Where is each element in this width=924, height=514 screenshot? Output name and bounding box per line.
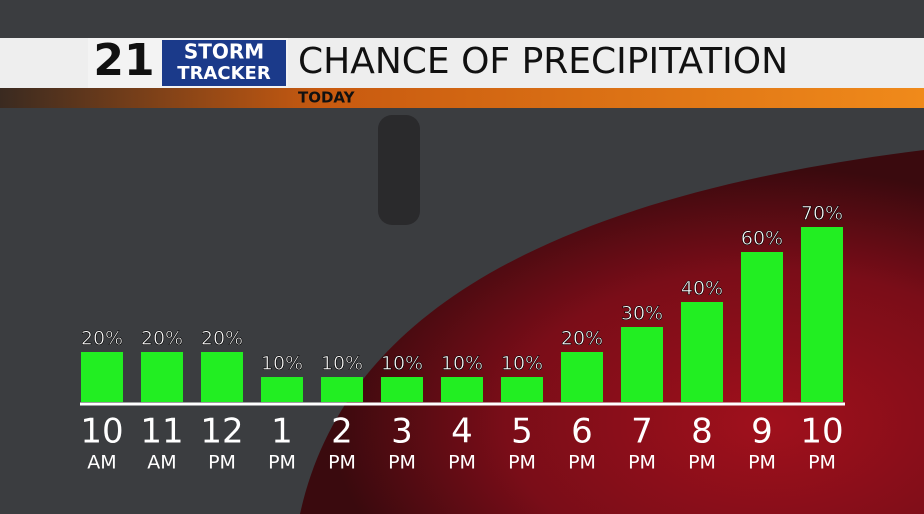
x-tick-label: 4 (451, 412, 473, 452)
x-tick-label: 11 (140, 412, 183, 452)
value-label: 10% (261, 353, 303, 375)
bar (261, 377, 303, 402)
logo-number: 21 (93, 35, 154, 86)
bar (141, 352, 183, 402)
x-tick-label: 8 (691, 412, 713, 452)
x-tick-label: PM (448, 452, 476, 474)
x-tick-label: 10 (800, 412, 843, 452)
x-tick-label: AM (87, 452, 116, 474)
x-tick-label: PM (808, 452, 836, 474)
subtitle-band (0, 88, 924, 108)
bar (561, 352, 603, 402)
value-label: 20% (141, 328, 183, 350)
value-label: 20% (201, 328, 243, 350)
x-tick-label: PM (388, 452, 416, 474)
x-tick-label: 1 (271, 412, 293, 452)
value-label: 30% (621, 303, 663, 325)
logo-text: TRACKER (177, 63, 271, 84)
x-tick-label: PM (268, 452, 296, 474)
bar (501, 377, 543, 402)
x-tick-label: 6 (571, 412, 593, 452)
bar (681, 302, 723, 402)
logo-text: STORM (184, 40, 264, 64)
value-label: 20% (81, 328, 123, 350)
value-label: 20% (561, 328, 603, 350)
x-tick-label: 12 (200, 412, 243, 452)
value-label: 40% (681, 278, 723, 300)
value-label: 60% (741, 228, 783, 250)
chart-subtitle: TODAY (298, 89, 356, 107)
chart-title: CHANCE OF PRECIPITATION (298, 41, 788, 82)
x-tick-label: PM (568, 452, 596, 474)
x-tick-label: 3 (391, 412, 413, 452)
x-tick-label: 10 (80, 412, 123, 452)
value-label: 10% (321, 353, 363, 375)
bar (801, 227, 843, 402)
bar (201, 352, 243, 402)
x-tick-label: 2 (331, 412, 353, 452)
x-tick-label: PM (628, 452, 656, 474)
value-label: 70% (801, 203, 843, 225)
x-tick-label: 5 (511, 412, 533, 452)
bar (621, 327, 663, 402)
bar (381, 377, 423, 402)
value-label: 10% (441, 353, 483, 375)
x-tick-label: 9 (751, 412, 773, 452)
x-tick-label: PM (328, 452, 356, 474)
bar (321, 377, 363, 402)
x-tick-label: PM (508, 452, 536, 474)
bar (741, 252, 783, 402)
logo-box (162, 40, 286, 86)
x-tick-label: AM (147, 452, 176, 474)
x-tick-label: PM (748, 452, 776, 474)
value-label: 10% (381, 353, 423, 375)
umbrella-tip (378, 115, 420, 225)
value-label: 10% (501, 353, 543, 375)
bar (441, 377, 483, 402)
umbrella (300, 150, 924, 514)
x-tick-label: 7 (631, 412, 653, 452)
x-tick-label: PM (688, 452, 716, 474)
x-tick-label: PM (208, 452, 236, 474)
bar (81, 352, 123, 402)
